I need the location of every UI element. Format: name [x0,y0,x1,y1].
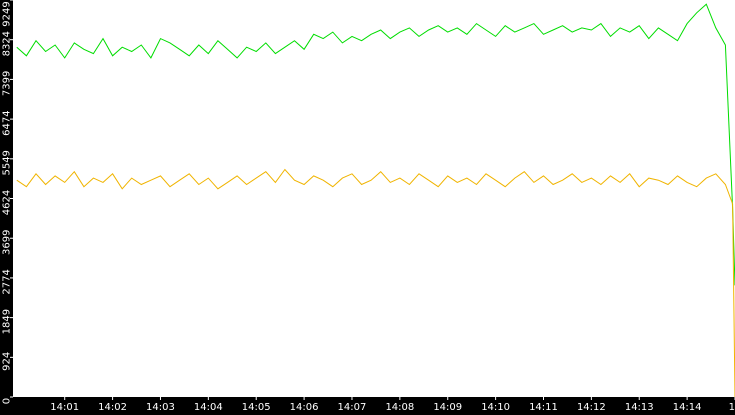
x-tick-label: 14:01 [50,402,79,413]
x-tick-label: 14:08 [385,402,414,413]
y-tick-label: 7399 [2,71,13,96]
x-tick-label: 14:14 [673,402,702,413]
y-tick-label: 1849 [2,309,13,334]
x-tick-label: 14:10 [481,402,510,413]
x-tick-label: 14:13 [625,402,654,413]
x-tick-label: 14:12 [577,402,606,413]
y-tick-label: 2774 [2,269,13,294]
y-axis-strip [0,0,13,415]
y-tick-label: 3699 [2,229,13,254]
x-tick-label: 14:05 [242,402,271,413]
x-tick-label: 14:07 [338,402,367,413]
x-tick-label: 14 [729,402,735,413]
x-tick-label: 14:09 [433,402,462,413]
x-tick-label: 14:03 [146,402,175,413]
y-tick-label: 6474 [2,110,13,135]
series-line [16,168,735,398]
y-tick-label: 8324 [2,31,13,56]
y-tick-label: 9249 [2,1,13,26]
series-line [16,3,735,286]
x-tick-label: 14:02 [98,402,127,413]
y-tick-label: 924 [2,352,13,371]
x-tick-label: 14:11 [529,402,558,413]
x-axis-strip [0,397,735,415]
y-tick-label: 5549 [2,150,13,175]
y-tick-label: 0 [2,398,13,404]
x-tick-label: 14:06 [290,402,319,413]
x-tick-label: 14:04 [194,402,223,413]
y-tick-label: 4624 [2,190,13,215]
